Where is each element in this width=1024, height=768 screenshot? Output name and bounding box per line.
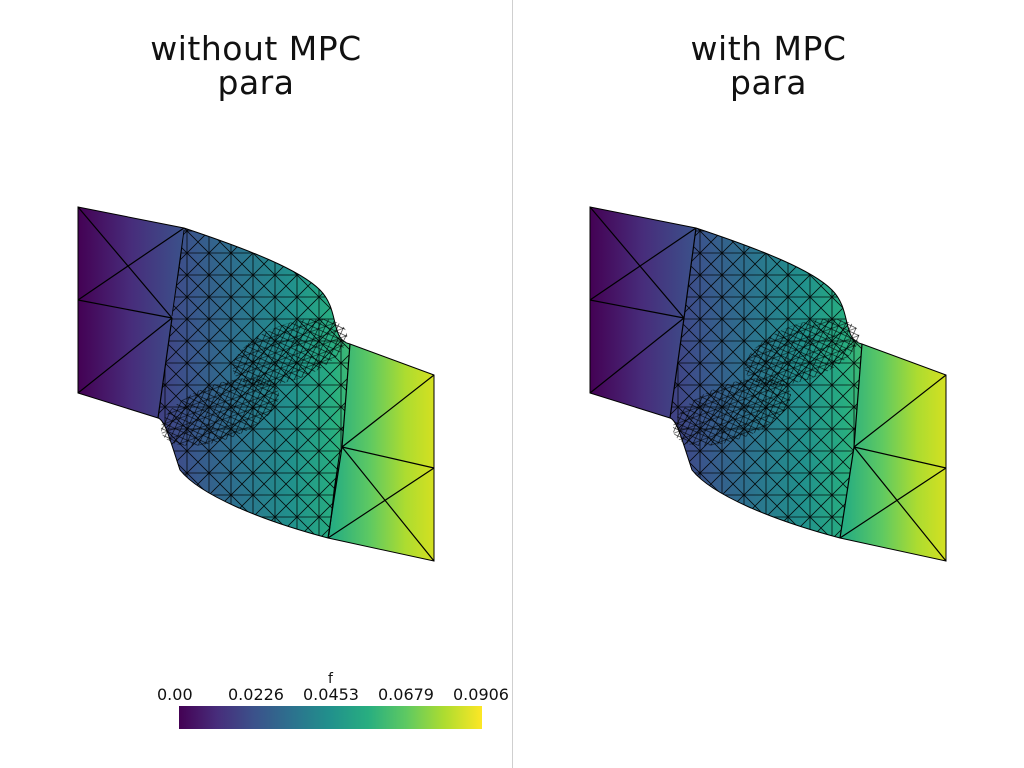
mesh-fine-region [672, 378, 792, 446]
mesh-fine-region [160, 378, 280, 446]
colorbar-tick: 0.0679 [378, 685, 434, 704]
panel-title: with MPC para [513, 32, 1024, 100]
colorbar-tick: 0.0906 [453, 685, 509, 704]
mesh-fine-region [232, 318, 348, 386]
coarse-edges-right [327, 343, 435, 562]
coarse-edges-left [77, 206, 185, 419]
panel-title-line2: para [730, 63, 807, 102]
colorbar-tick: 0.0453 [303, 685, 359, 704]
mesh-render-left[interactable] [0, 0, 512, 768]
coarse-edges-left [589, 206, 697, 419]
panel-with-mpc: with MPC para [513, 0, 1024, 768]
interface-gap [171, 229, 185, 317]
panel-title-line1: with MPC [690, 29, 847, 68]
panel-divider [512, 0, 513, 768]
coarse-edges-right [839, 343, 947, 562]
panel-title: without MPC para [0, 32, 512, 100]
mesh-fine-region [744, 318, 860, 386]
interface-gap [328, 449, 341, 536]
colorbar-tick: 0.0226 [228, 685, 284, 704]
mesh-render-right[interactable] [513, 0, 1024, 768]
panel-without-mpc: without MPC para [0, 0, 512, 768]
colorbar-title: f [328, 671, 333, 687]
panel-title-line2: para [217, 63, 295, 102]
panel-title-line1: without MPC [150, 29, 362, 68]
colorbar-gradient [179, 706, 482, 729]
colorbar-tick: 0.00 [157, 685, 193, 704]
